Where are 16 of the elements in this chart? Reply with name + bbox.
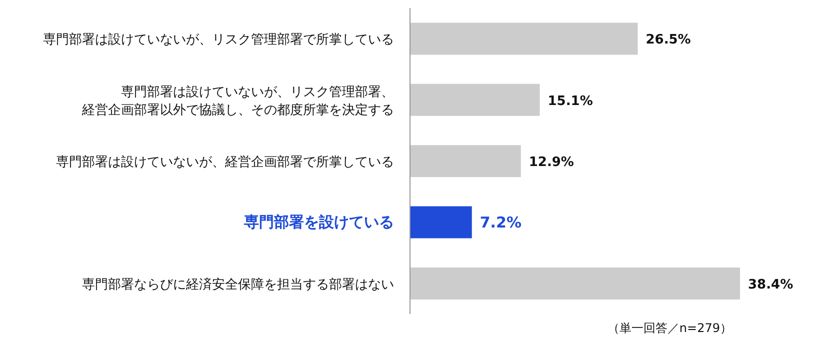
data-label: 26.5%: [646, 32, 691, 48]
y-tick-label: 専門部署は設けていないが、リスク管理部署、経営企画部署以外で協議し、その都度所掌を決定する: [81, 84, 394, 118]
y-tick-label: 専門部署は設けていないが、経営企画部署で所掌している: [56, 155, 394, 170]
data-label: 15.1%: [548, 94, 593, 109]
data-label: 7.2%: [480, 213, 522, 232]
data-label: 38.4%: [748, 277, 794, 292]
y-tick-label: 専門部署は設けていないが、リスク管理部署で所掌している: [43, 32, 394, 48]
y-tick-label: 専門部署ならびに経済安全保障を担当する部署はない: [82, 276, 394, 292]
y-tick-label: 専門部署を設けている: [243, 213, 394, 232]
bar: [410, 206, 472, 238]
text: （単一回答／n=279）: [607, 320, 732, 337]
bar: [410, 145, 521, 178]
bar: [410, 22, 638, 55]
bar: [410, 84, 540, 116]
bar: [410, 267, 740, 300]
data-label: 12.9%: [528, 155, 574, 170]
